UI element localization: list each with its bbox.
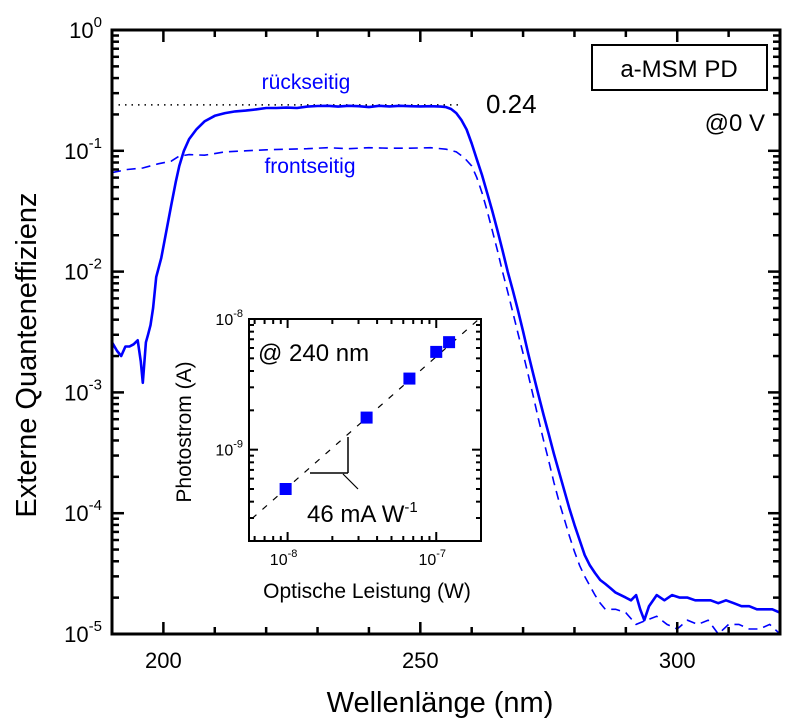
y-tick-label: 100 <box>69 14 102 43</box>
x-axis-label: Wellenlänge (nm) <box>327 687 554 719</box>
inset-data-point <box>430 345 443 358</box>
annotation-rueckseitig: rückseitig <box>262 71 351 94</box>
inset-data-point <box>403 372 416 385</box>
legend-box-label: a-MSM PD <box>620 56 737 83</box>
inset-plot-frame <box>248 318 482 542</box>
main-y-ticks <box>112 34 780 636</box>
series-line-frontseitig <box>112 146 780 634</box>
y-tick-label: 10-5 <box>64 618 102 647</box>
annotation-0.24: 0.24 <box>486 89 537 119</box>
inset-slope-label-exp: -1 <box>404 499 417 516</box>
y-axis-label: Externe Quanteneffizienz <box>11 192 43 517</box>
inset-annotation-wavelength: @ 240 nm <box>258 340 369 367</box>
inset-y-ticks <box>249 318 481 542</box>
main-x-ticks <box>110 30 782 634</box>
annotation-frontseitig: frontseitig <box>264 155 355 178</box>
x-tick-label: 200 <box>145 648 182 673</box>
x-tick-label: 300 <box>659 648 696 673</box>
inset-y-tick-label: 10-9 <box>215 439 243 460</box>
inset-data-point <box>360 411 373 424</box>
annotation-bias-voltage: @0 V <box>705 110 765 137</box>
inset-y-axis-label: Photostrom (A) <box>173 361 196 502</box>
inset-slope-triangle <box>310 437 359 490</box>
inset-x-axis-label: Optische Leistung (W) <box>263 580 471 603</box>
inset-chart: 10-8 10-7 10-9 10-8 @ 240 nm 46 mA W-1 Opt… <box>173 308 482 603</box>
x-tick-label: 250 <box>402 648 439 673</box>
series-line-rueckseitig <box>112 104 780 622</box>
y-tick-label: 10-4 <box>64 497 102 526</box>
y-tick-label: 10-2 <box>64 256 102 285</box>
inset-x-tick-label: 10-7 <box>418 548 446 569</box>
inset-x-tick-label: 10-8 <box>270 548 298 569</box>
inset-slope-label: 46 mA W-1 <box>307 499 418 528</box>
y-tick-label: 10-1 <box>64 135 102 164</box>
inset-y-tick-label: 10-8 <box>215 308 243 329</box>
inset-data-point <box>443 336 456 349</box>
inset-slope-label-main: 46 mA W <box>307 501 405 528</box>
legend-box: a-MSM PD <box>591 44 768 91</box>
main-plot-frame <box>110 28 782 636</box>
inset-x-ticks <box>253 319 482 541</box>
y-tick-label: 10-3 <box>64 376 102 405</box>
inset-data-point <box>279 483 292 496</box>
inset-fit-line <box>249 319 480 523</box>
